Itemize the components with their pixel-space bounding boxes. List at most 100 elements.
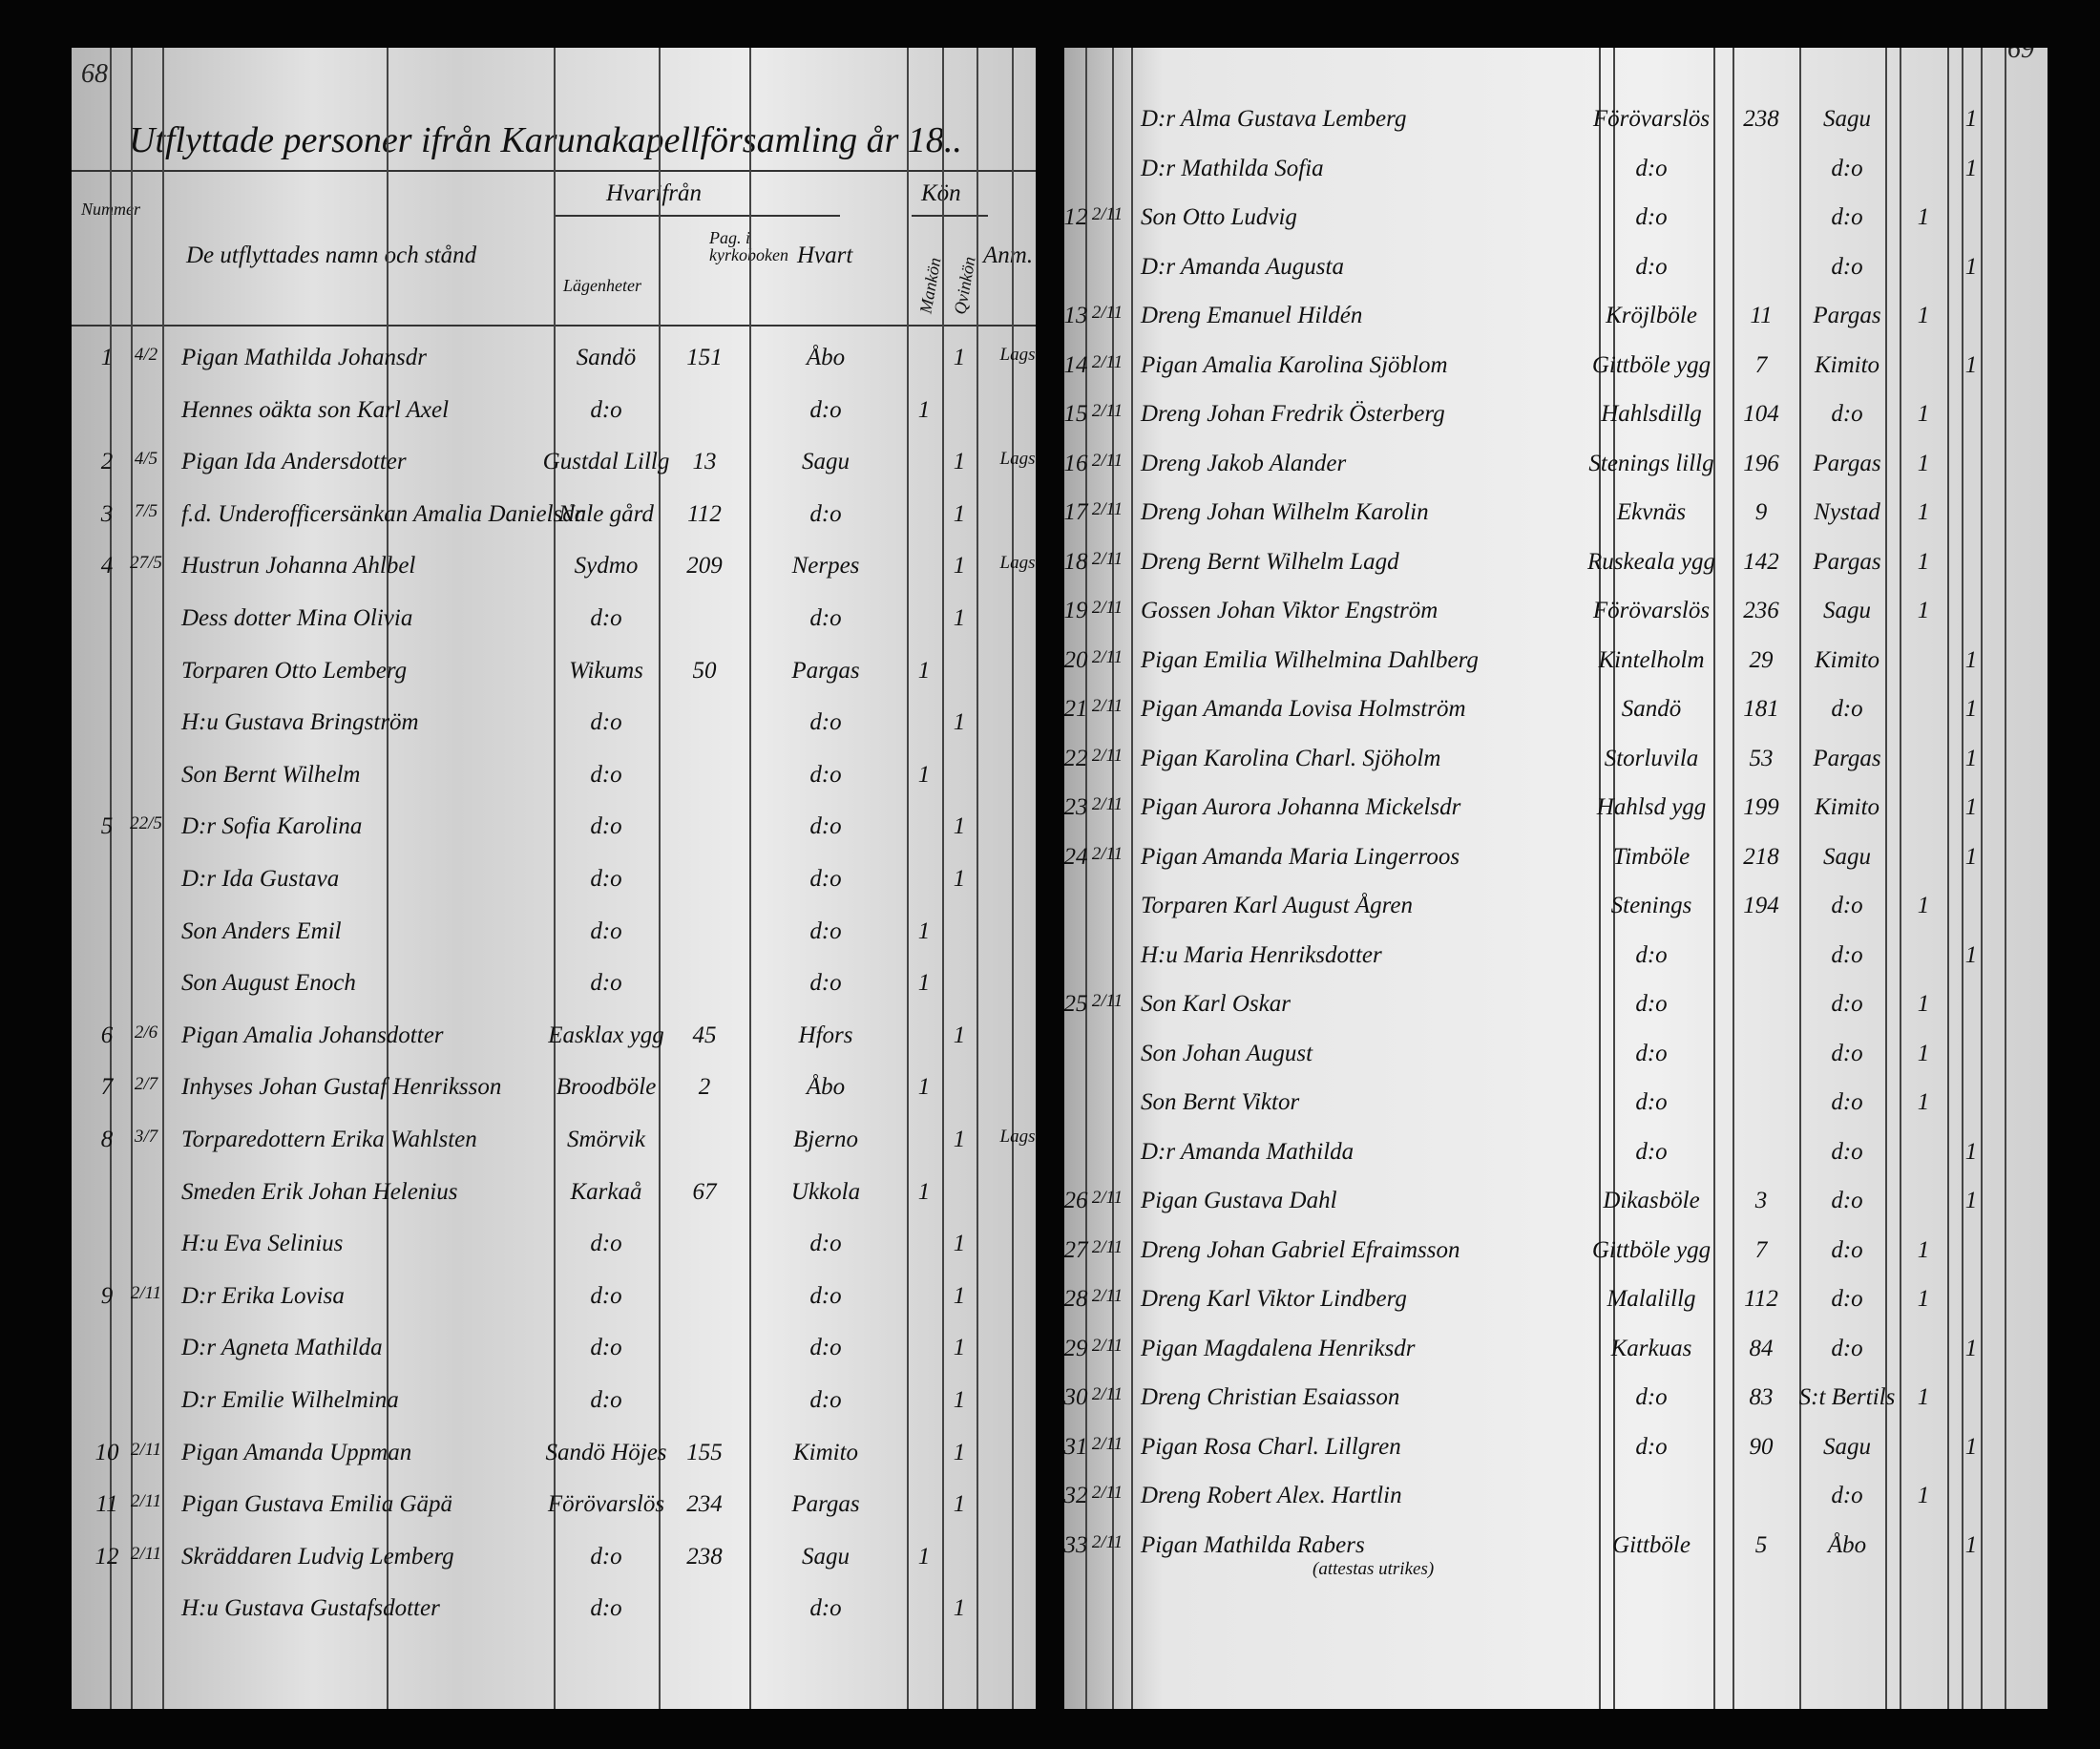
- entry-dest: d:o: [809, 970, 842, 997]
- entry-dest: d:o: [1831, 204, 1863, 230]
- entry-date: 2/11: [1091, 499, 1124, 519]
- entry-dest: d:o: [809, 1335, 842, 1361]
- entry-female: 1: [953, 866, 966, 892]
- ruled-line: [1799, 48, 1801, 1709]
- entry-dest: d:o: [809, 1282, 842, 1309]
- entry-dest: d:o: [1831, 893, 1863, 918]
- entry-name: Pigan Mathilda Johansdr: [181, 345, 427, 370]
- ruled-line: [110, 48, 112, 1709]
- header: Pag. i kyrkoboken: [709, 228, 788, 263]
- entry-male: 1: [917, 396, 931, 423]
- entry-village: Ekvnäs: [1616, 499, 1687, 525]
- entry-dest: Ukkola: [790, 1178, 861, 1205]
- entry-name: Son Anders Emil: [181, 917, 342, 944]
- entry-no: 31: [1064, 1433, 1088, 1460]
- entry-name: Pigan Amalia Karolina Sjöblom: [1141, 351, 1448, 378]
- entry-no: 14: [1064, 351, 1088, 378]
- entry-date: 2/11: [1091, 696, 1124, 716]
- entry-village: Stenings: [1610, 893, 1692, 918]
- entry-name: Pigan Rosa Charl. Lillgren: [1141, 1433, 1401, 1460]
- entry-dest: Pargas: [791, 657, 860, 684]
- entry-female: 1: [953, 1022, 966, 1048]
- entry-male: 1: [917, 1178, 931, 1205]
- entry-village: Gittböle ygg: [1591, 1236, 1712, 1263]
- entry-name: Dreng Emanuel Hildén: [1141, 303, 1363, 328]
- entry-no: 30: [1064, 1384, 1088, 1410]
- entry-female: 1: [1964, 646, 1978, 673]
- entry-nr: 194: [1743, 893, 1779, 918]
- entry-female: 1: [1964, 1138, 1978, 1165]
- entry-dest: d:o: [809, 709, 842, 736]
- entry-date: 2/11: [1091, 1188, 1124, 1208]
- entry-date: 2/11: [1091, 450, 1124, 471]
- entry-dest: d:o: [809, 761, 842, 788]
- entry-date: 2/6: [134, 1022, 158, 1043]
- header: Hvarifrån: [606, 180, 702, 206]
- entry-name: Dreng Johan Gabriel Efraimsson: [1141, 1236, 1460, 1263]
- entry-nr: 234: [686, 1491, 723, 1518]
- entry-name: H:u Eva Selinius: [181, 1231, 344, 1257]
- ruled-line: [1947, 48, 1949, 1709]
- entry-dest: d:o: [1831, 1138, 1863, 1165]
- header: Mankön: [915, 256, 945, 315]
- entry-dest: Pargas: [791, 1491, 860, 1518]
- entry-name: Pigan Ida Andersdotter: [181, 449, 407, 475]
- entry-name: Son August Enoch: [181, 970, 356, 997]
- entry-dest: Åbo: [1827, 1531, 1867, 1558]
- entry-name: Dreng Robert Alex. Hartlin: [1141, 1483, 1402, 1508]
- entry-no: 3: [100, 500, 114, 527]
- entry-no: 32: [1064, 1483, 1088, 1508]
- entry-dest: d:o: [1831, 1188, 1863, 1213]
- entry-dest: d:o: [1831, 696, 1863, 722]
- entry-female: 1: [1964, 253, 1978, 280]
- entry-date: 2/11: [1091, 1531, 1124, 1552]
- entry-nr: 2: [698, 1074, 711, 1101]
- entry-name: Son Johan August: [1141, 1040, 1313, 1066]
- entry-village: Karkaå: [570, 1178, 642, 1205]
- entry-village: d:o: [1635, 204, 1668, 230]
- entry-female: 1: [1964, 351, 1978, 378]
- entry-name: Torparen Karl August Ågren: [1141, 893, 1413, 918]
- entry-name: H:u Gustava Gustafsdotter: [181, 1595, 440, 1622]
- entry-name: D:r Ida Gustava: [181, 866, 340, 892]
- entry-male: 1: [917, 917, 931, 944]
- entry-date: 2/11: [1091, 1433, 1124, 1454]
- entry-no: 9: [100, 1282, 114, 1309]
- entry-name: D:r Alma Gustava Lemberg: [1141, 106, 1407, 132]
- entry-female: 1: [953, 709, 966, 736]
- entry-village: d:o: [590, 1543, 622, 1570]
- entry-dest: d:o: [1831, 253, 1863, 280]
- entry-village: d:o: [1635, 1089, 1668, 1115]
- ruled-line: [1732, 48, 1734, 1709]
- ruled-line: [1900, 48, 1901, 1709]
- ruled-line: [942, 48, 944, 1709]
- entry-dest: Pargas: [1813, 548, 1881, 575]
- entry-female: 1: [953, 345, 966, 370]
- ruled-line: [1085, 48, 1087, 1709]
- entry-date: 2/11: [1091, 351, 1124, 372]
- entry-nr: 199: [1743, 794, 1779, 820]
- entry-name: Smeden Erik Johan Helenius: [181, 1178, 458, 1205]
- entry-name: Pigan Amalia Johansdotter: [181, 1022, 444, 1048]
- ruled-line: [1613, 48, 1615, 1709]
- entry-dest: d:o: [809, 500, 842, 527]
- entry-village: d:o: [590, 605, 622, 631]
- entry-dest: d:o: [809, 396, 842, 423]
- entry-dest: d:o: [1831, 1089, 1863, 1115]
- entry-village: Easklax ygg: [548, 1022, 664, 1048]
- entry-nr: 112: [687, 500, 722, 527]
- entry-village: Hahlsd ygg: [1596, 794, 1707, 820]
- entry-nr: 29: [1749, 646, 1774, 673]
- entry-dest: d:o: [809, 605, 842, 631]
- entry-village: d:o: [590, 396, 622, 423]
- entry-name: Dreng Christian Esaiasson: [1141, 1384, 1400, 1410]
- entry-no: 19: [1064, 598, 1088, 623]
- entry-village: Gustdal Lillg: [542, 449, 670, 475]
- entry-note: (attestas utrikes): [1312, 1558, 1435, 1579]
- entry-name: Pigan Gustava Dahl: [1141, 1188, 1337, 1213]
- entry-nr: 142: [1743, 548, 1779, 575]
- entry-no: 15: [1064, 401, 1088, 427]
- entry-village: d:o: [1635, 941, 1668, 968]
- entry-male: 1: [1917, 548, 1930, 575]
- entry-name: D:r Agneta Mathilda: [181, 1335, 383, 1361]
